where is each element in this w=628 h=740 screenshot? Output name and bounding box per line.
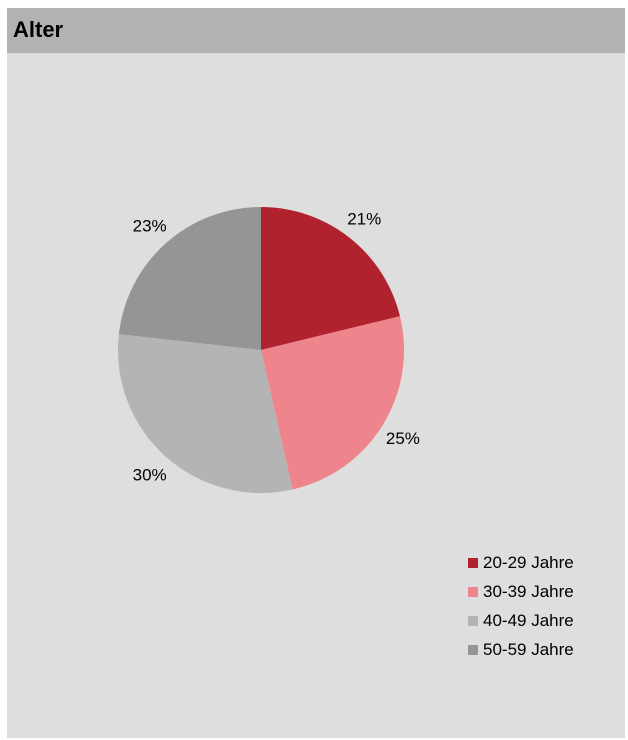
pie-slice — [261, 207, 400, 350]
legend-swatch — [468, 644, 478, 655]
pie-slice — [261, 316, 404, 490]
chart-panel: Alter 21% 25% 30% 23% 20-29 Jahre 30-39 Jah… — [7, 8, 625, 738]
slice-percent-label: 30% — [133, 465, 167, 484]
slice-percent-label: 23% — [133, 217, 167, 236]
legend-item: 40-49 Jahre — [468, 606, 574, 635]
slice-percent-label: 21% — [347, 210, 381, 229]
slice-percent-label: 25% — [386, 429, 420, 448]
chart-legend: 20-29 Jahre 30-39 Jahre 40-49 Jahre 50-5… — [468, 548, 574, 664]
pie-chart: 21% 25% 30% 23% — [117, 207, 420, 493]
legend-item: 50-59 Jahre — [468, 635, 574, 664]
legend-swatch — [468, 615, 478, 626]
legend-label: 30-39 Jahre — [483, 581, 574, 601]
chart-title: Alter — [13, 17, 64, 42]
panel-header: Alter — [7, 8, 625, 53]
pie-slice — [118, 207, 261, 350]
legend-label: 40-49 Jahre — [483, 610, 574, 630]
legend-item: 20-29 Jahre — [468, 548, 574, 577]
legend-swatch — [468, 586, 478, 597]
legend-item: 30-39 Jahre — [468, 577, 574, 606]
legend-swatch — [468, 557, 478, 568]
legend-label: 20-29 Jahre — [483, 552, 574, 572]
legend-label: 50-59 Jahre — [483, 639, 574, 659]
pie-slice — [117, 334, 293, 493]
